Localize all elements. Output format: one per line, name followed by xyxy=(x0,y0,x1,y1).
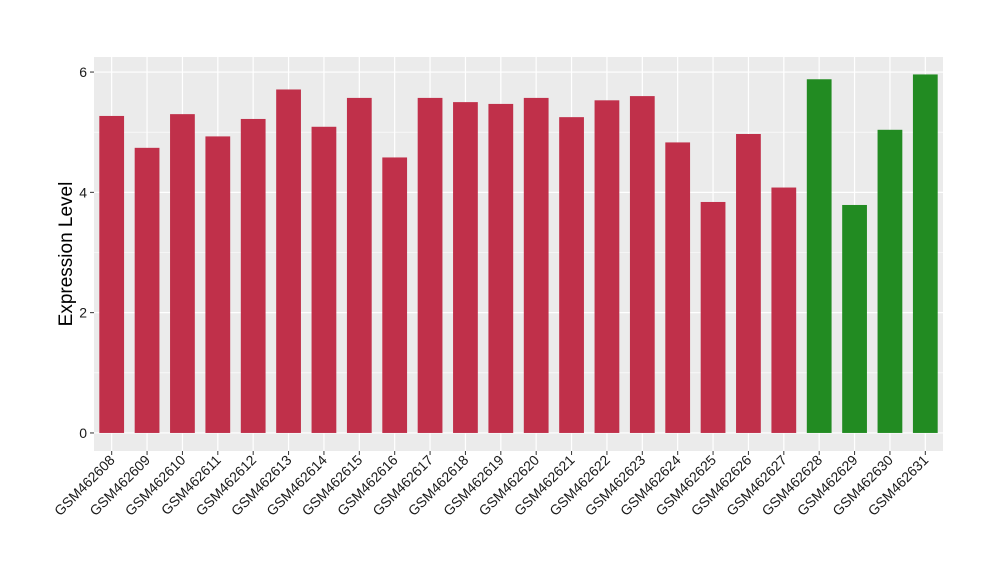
bar-GSM462631 xyxy=(912,74,938,433)
bar-GSM462613 xyxy=(276,89,301,433)
y-tick-label: 4 xyxy=(79,184,87,200)
minor-gridlines xyxy=(94,131,943,374)
bar-GSM462612 xyxy=(240,118,266,433)
y-axis-title: Expression Level xyxy=(56,182,77,327)
y-tick-label: 0 xyxy=(79,425,87,441)
bar-GSM462610 xyxy=(170,114,195,433)
bar-GSM462627 xyxy=(771,187,797,433)
x-axis: GSM462608GSM462609GSM462610GSM462611GSM4… xyxy=(51,451,932,519)
bar-GSM462628 xyxy=(806,79,832,433)
bar-GSM462630 xyxy=(877,129,903,433)
bar-GSM462608 xyxy=(99,115,125,433)
bar-GSM462616 xyxy=(382,157,408,433)
bar-GSM462609 xyxy=(134,147,160,433)
y-axis: 0 2 4 6 xyxy=(79,64,94,441)
plot-panel xyxy=(94,57,943,451)
bar-GSM462622 xyxy=(594,100,620,433)
bar-GSM462618 xyxy=(453,102,478,433)
bars xyxy=(99,74,938,433)
bar-GSM462624 xyxy=(665,142,691,433)
bar-GSM462626 xyxy=(736,133,761,433)
bar-GSM462619 xyxy=(488,103,514,433)
bar-GSM462620 xyxy=(523,97,549,433)
y-tick-label: 2 xyxy=(79,305,87,321)
bar-GSM462621 xyxy=(559,117,584,433)
bar-GSM462614 xyxy=(311,126,337,433)
y-tick-label: 6 xyxy=(79,64,87,80)
bar-GSM462611 xyxy=(205,136,231,433)
bar-GSM462615 xyxy=(346,97,372,433)
bar-GSM462629 xyxy=(842,204,867,433)
bar-GSM462623 xyxy=(629,96,655,433)
bar-GSM462617 xyxy=(417,97,443,433)
bar-GSM462625 xyxy=(700,201,726,433)
